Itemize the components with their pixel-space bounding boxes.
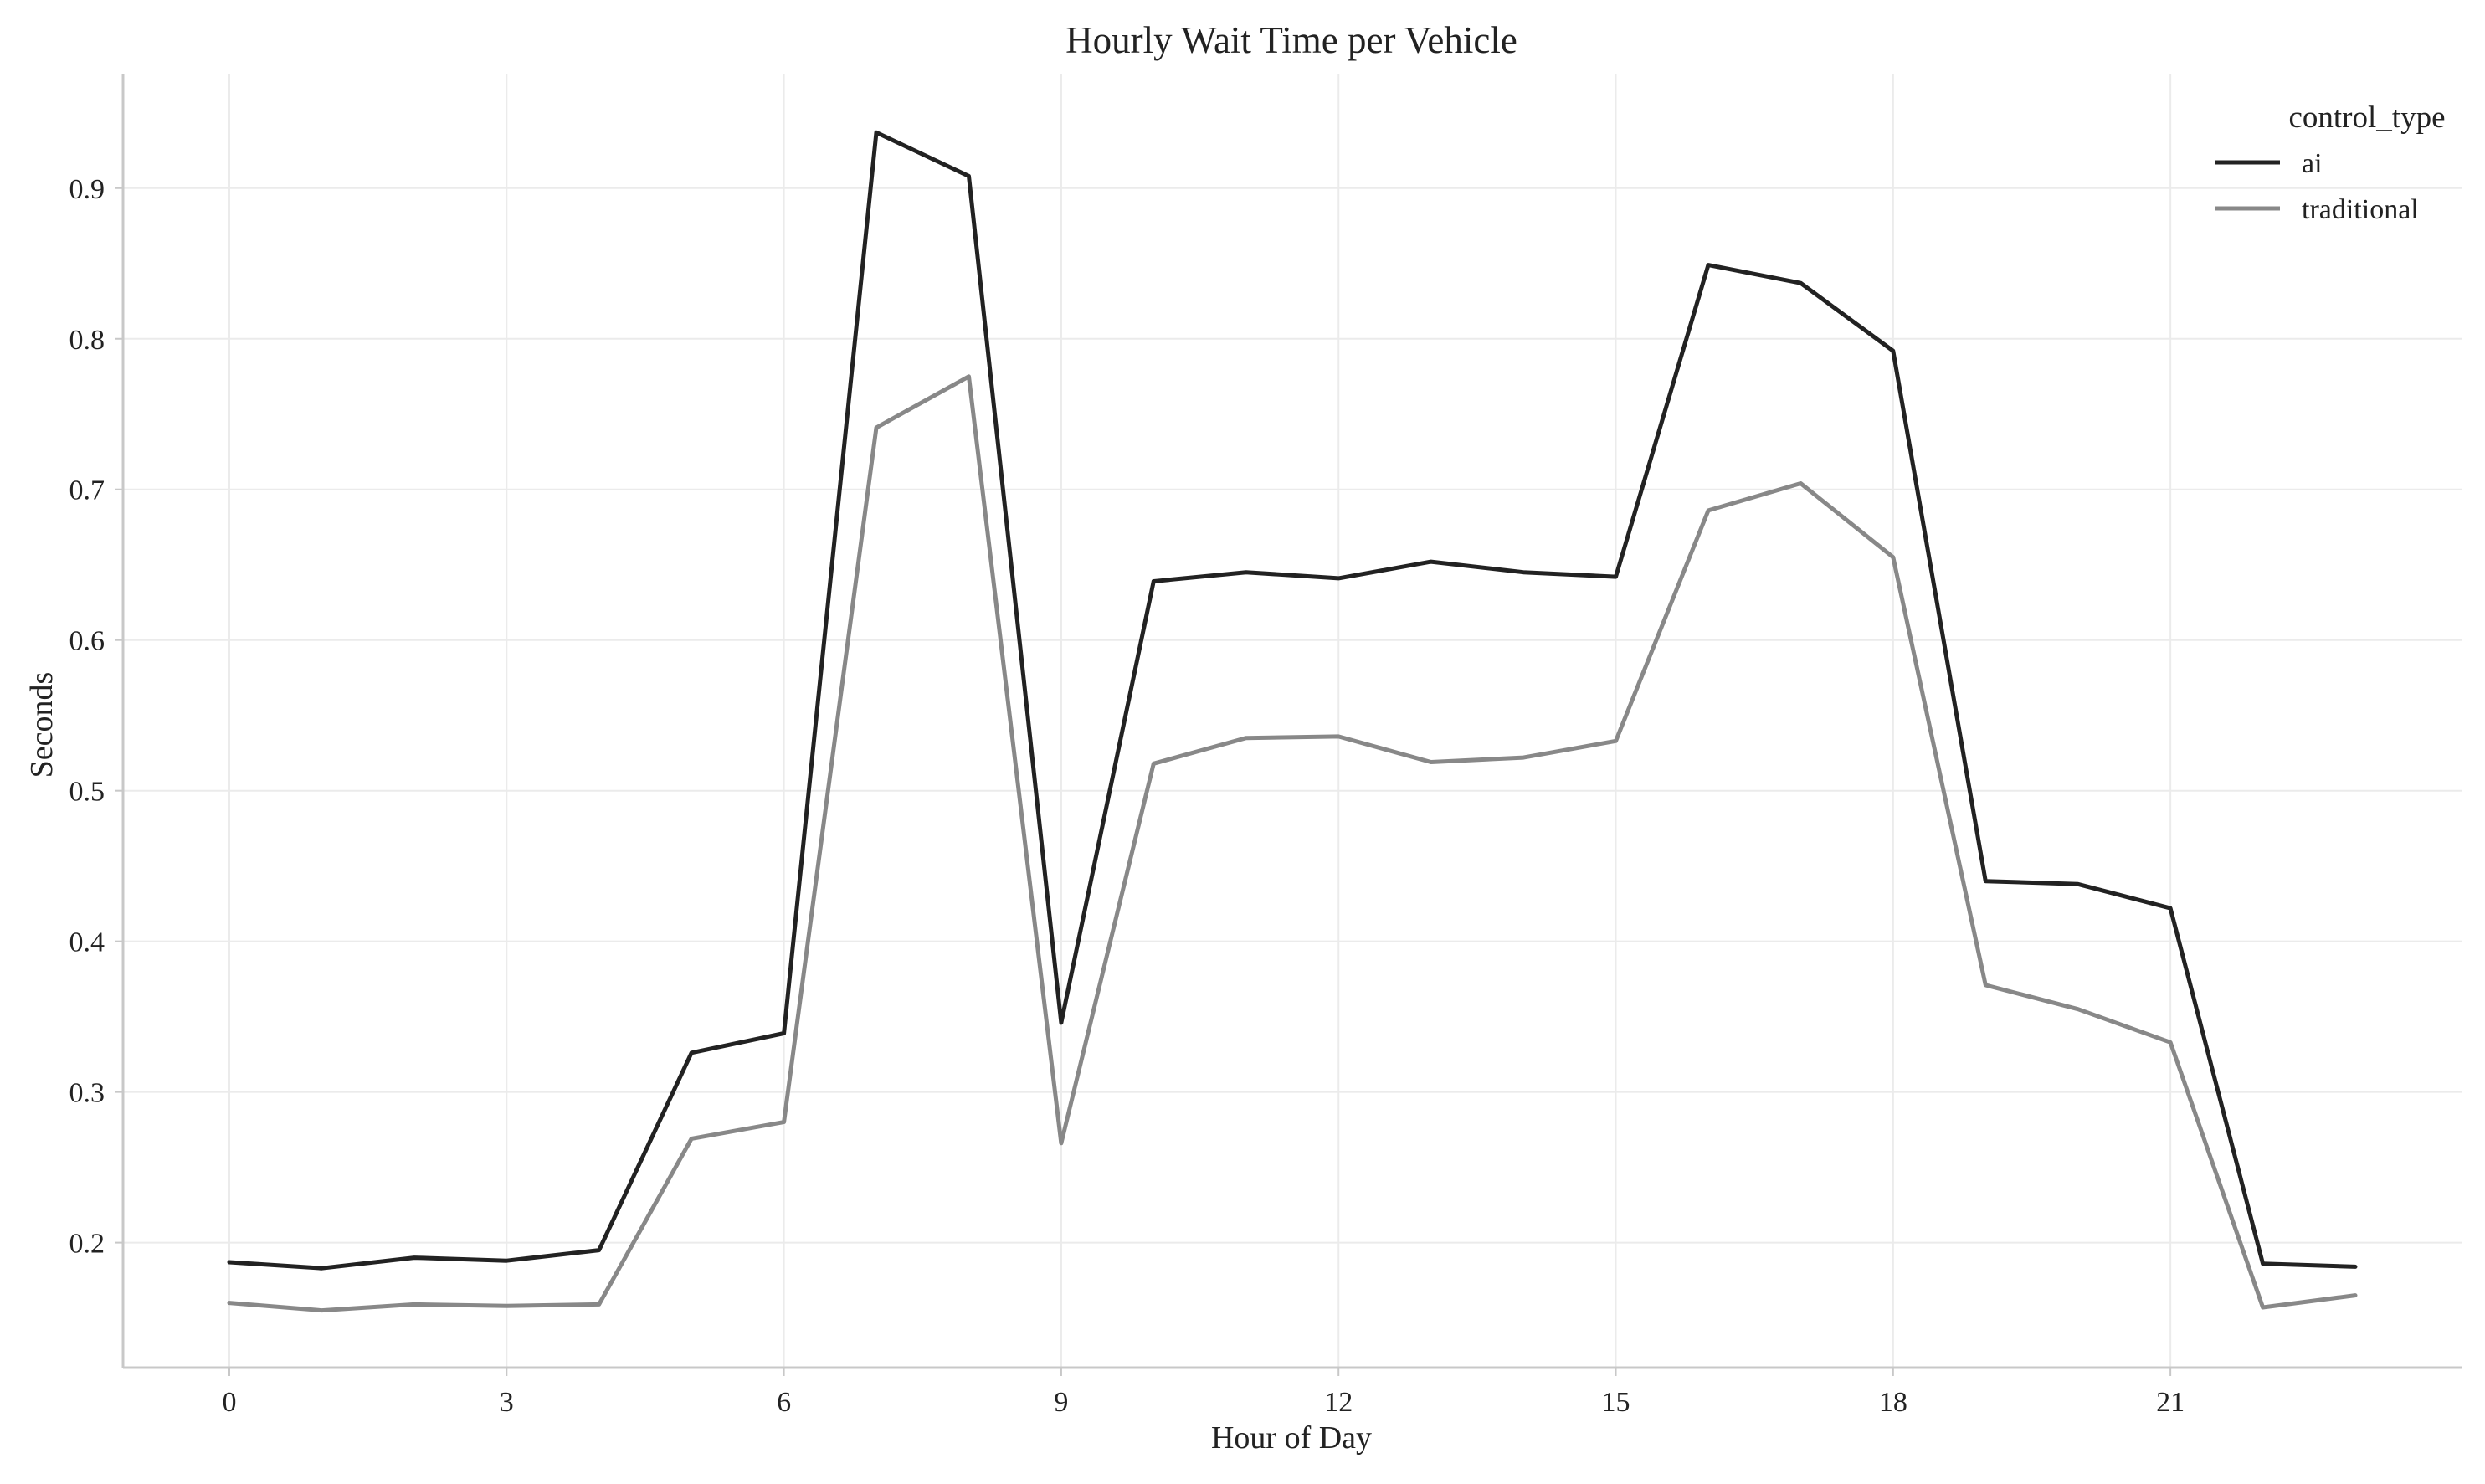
chart-title: Hourly Wait Time per Vehicle: [1065, 19, 1517, 61]
series-line-ai: [227, 130, 2358, 1271]
x-tick-label: 21: [2156, 1387, 2185, 1418]
y-tick-label: 0.7: [69, 475, 105, 506]
x-tick-label: 6: [777, 1387, 791, 1418]
x-tick-label: 3: [500, 1387, 514, 1418]
y-tick-label: 0.8: [69, 325, 105, 356]
series-layer: [227, 130, 2358, 1313]
x-tick-label: 15: [1602, 1387, 1630, 1418]
x-axis-title: Hour of Day: [1211, 1420, 1372, 1456]
x-tick-label: 12: [1324, 1387, 1353, 1418]
y-tick-label: 0.6: [69, 626, 105, 657]
x-tick-label: 18: [1879, 1387, 1907, 1418]
x-tick-label: 0: [223, 1387, 237, 1418]
x-tick-label: 9: [1054, 1387, 1068, 1418]
y-tick-label: 0.5: [69, 777, 105, 808]
y-tick-label: 0.3: [69, 1078, 105, 1109]
axes-layer: 0 3 6 9 12 15 18 21 0.2 0.3 0.4 0.5 0.6 0.7 0.8 0.9: [69, 74, 2462, 1418]
y-tick-label: 0.9: [69, 174, 105, 205]
legend-label-ai: ai: [2302, 148, 2323, 179]
y-tick-label: 0.2: [69, 1229, 105, 1260]
y-tick-label: 0.4: [69, 927, 105, 958]
y-axis-title: Seconds: [24, 672, 59, 778]
grid-layer: [123, 74, 2462, 1368]
series-line-traditional: [227, 374, 2358, 1313]
legend-title: control_type: [2288, 100, 2445, 135]
legend-label-traditional: traditional: [2302, 194, 2419, 225]
